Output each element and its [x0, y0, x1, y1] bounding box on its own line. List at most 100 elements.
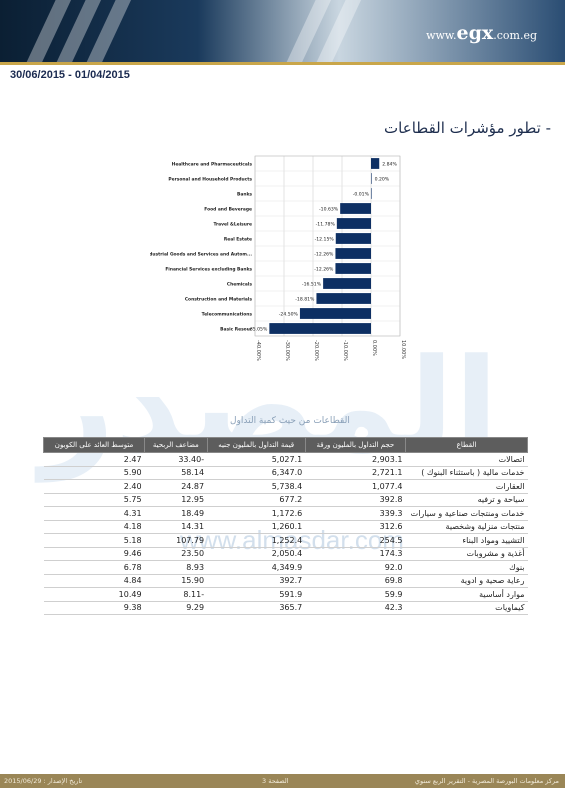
table-cell: 2,903.1 [305, 452, 406, 467]
table-cell: 5.75 [43, 493, 145, 507]
category-label: Telecommunications [202, 312, 253, 318]
chart-bar [336, 218, 371, 229]
sector-name-cell: التشييد ومواد البناء [405, 533, 528, 548]
table-row: 6.78 8.93 4,349.9 92.0 بنوك [43, 560, 528, 575]
chart-bar [299, 308, 371, 319]
table-cell: 4.84 [43, 574, 145, 588]
table-caption: القطاعات من حيث كمية التداول [230, 416, 350, 426]
table-cell: 4.31 [43, 506, 145, 521]
table-cell: 174.3 [305, 547, 406, 561]
chart-bar [335, 233, 371, 244]
egx-logo[interactable]: www.egx.com.eg [426, 22, 537, 44]
table-cell: 33.40- [144, 452, 208, 467]
table-cell: 339.3 [305, 506, 406, 521]
category-label: Travel &Leisure [213, 222, 252, 228]
table-cell: 8.11- [144, 587, 208, 602]
table-cell: 6,347.0 [207, 466, 306, 480]
category-label: Industrial Goods and Services and Autom.… [150, 252, 252, 258]
table-cell: 69.8 [305, 574, 406, 588]
x-tick-label: -30.00% [284, 340, 290, 361]
bar-data-label: -0.01% [353, 192, 370, 198]
table-row: 4.18 14.31 1,260.1 312.6 منتجات منزلية وشخصي… [43, 520, 528, 534]
table-cell: 312.6 [305, 520, 406, 534]
sector-name-cell: بنوك [405, 560, 528, 575]
chart-bar [371, 158, 380, 169]
header-banner: www.egx.com.eg [0, 0, 565, 62]
table-cell: 92.0 [305, 560, 406, 575]
table-cell: 23.50 [144, 547, 208, 561]
category-label: Chemicals [227, 282, 252, 288]
chart-plot-frame [254, 155, 401, 337]
table-cell: 107.79 [144, 533, 208, 548]
x-tick-label: -40.00% [255, 340, 261, 361]
bar-data-label: 0.20% [375, 177, 390, 183]
table-row: 9.46 23.50 2,050.4 174.3 أغذية و مشروبات [43, 547, 528, 561]
chart-bar [316, 293, 371, 304]
table-row: 4.31 18.49 1,172.6 339.3 خدمات ومنتجات صناعي… [43, 506, 528, 521]
category-label: Personal and Household Products [168, 177, 252, 183]
table-cell: 4,349.9 [207, 560, 306, 575]
table-cell: 365.7 [207, 601, 306, 615]
table-row: 2.47 33.40- 5,027.1 2,903.1 اتصالات [43, 452, 528, 467]
table-header-cell: حجم التداول بالمليون ورقة [304, 437, 407, 453]
table-row: 5.90 58.14 6,347.0 2,721.1 خدمات مالية ( باس… [43, 466, 528, 480]
table-row: 5.75 12.95 677.2 392.8 سياحة و ترفيه [43, 493, 528, 507]
table-cell: 5,738.4 [207, 479, 306, 494]
table-cell: 2,721.1 [305, 466, 406, 480]
table-row: 2.40 24.87 5,738.4 1,077.4 العقارات [43, 479, 528, 494]
table-cell: 591.9 [207, 587, 306, 602]
table-cell: 9.38 [43, 601, 145, 615]
table-cell: 9.29 [144, 601, 208, 615]
table-row: 5.18 107.79 1,252.4 254.5 التشييد ومواد البن… [43, 533, 528, 548]
chart-bar [323, 278, 371, 289]
x-tick-label: -20.00% [313, 340, 319, 361]
table-cell: 12.95 [144, 493, 208, 507]
table-cell: 392.7 [207, 574, 306, 588]
sector-name-cell: العقارات [405, 479, 528, 494]
table-cell: 6.78 [43, 560, 145, 575]
bar-data-label: -35.05% [248, 327, 268, 333]
category-label: Food and Beverage [204, 207, 252, 213]
category-label: Healthcare and Pharmaceuticals [172, 162, 253, 168]
bar-data-label: -12.26% [314, 252, 334, 258]
table-cell: 1,172.6 [207, 506, 306, 521]
table-cell: 5.18 [43, 533, 145, 548]
table-cell: 2,050.4 [207, 547, 306, 561]
table-cell: 42.3 [305, 601, 406, 615]
table-cell: 10.49 [43, 587, 145, 602]
sector-name-cell: خدمات مالية ( باستثناء البنوك ) [405, 466, 528, 480]
table-header-cell: متوسط العائد على الكوبون [42, 437, 146, 453]
category-label: Banks [237, 192, 252, 198]
sector-name-cell: أغذية و مشروبات [405, 547, 528, 561]
bar-data-label: -12.26% [314, 267, 334, 273]
bar-data-label: -24.50% [279, 312, 299, 318]
table-cell: 8.93 [144, 560, 208, 575]
table-cell: 677.2 [207, 493, 306, 507]
table-cell: 24.87 [144, 479, 208, 494]
sector-name-cell: اتصالات [405, 452, 528, 467]
table-cell: 254.5 [305, 533, 406, 548]
category-label: Financial Services excluding Banks [165, 267, 252, 273]
table-cell: 18.49 [144, 506, 208, 521]
sector-name-cell: موارد أساسية [405, 587, 528, 602]
section-title: - تطور مؤشرات القطاعات [384, 119, 551, 137]
x-tick-label: 10.00% [400, 340, 406, 359]
table-body: 2.47 33.40- 5,027.1 2,903.1 اتصالات 5.90 58.14… [43, 452, 528, 615]
table-cell: 1,260.1 [207, 520, 306, 534]
bar-data-label: -11.78% [316, 222, 336, 228]
table-header-cell: مضاعف الربحية [144, 437, 208, 453]
sector-trading-table: متوسط العائد على الكوبون مضاعف الربحية قيم… [42, 437, 528, 615]
table-cell: 2.47 [43, 452, 145, 467]
sector-name-cell: كيماويات [405, 601, 528, 615]
sector-name-cell: سياحة و ترفيه [405, 493, 528, 507]
bar-data-label: -16.51% [302, 282, 322, 288]
table-cell: 15.90 [144, 574, 208, 588]
table-row: 10.49 8.11- 591.9 59.9 موارد أساسية [43, 587, 528, 602]
chart-bar [335, 248, 371, 259]
footer-source: مركز معلومات البورصة المصرية - التقرير ا… [414, 777, 559, 785]
sector-name-cell: رعاية صحية و ادوية [405, 574, 528, 588]
bar-data-label: 2.84% [382, 162, 397, 168]
table-cell: 1,077.4 [305, 479, 406, 494]
bar-data-label: -12.15% [315, 237, 335, 243]
category-label: Real Estate [224, 237, 252, 243]
